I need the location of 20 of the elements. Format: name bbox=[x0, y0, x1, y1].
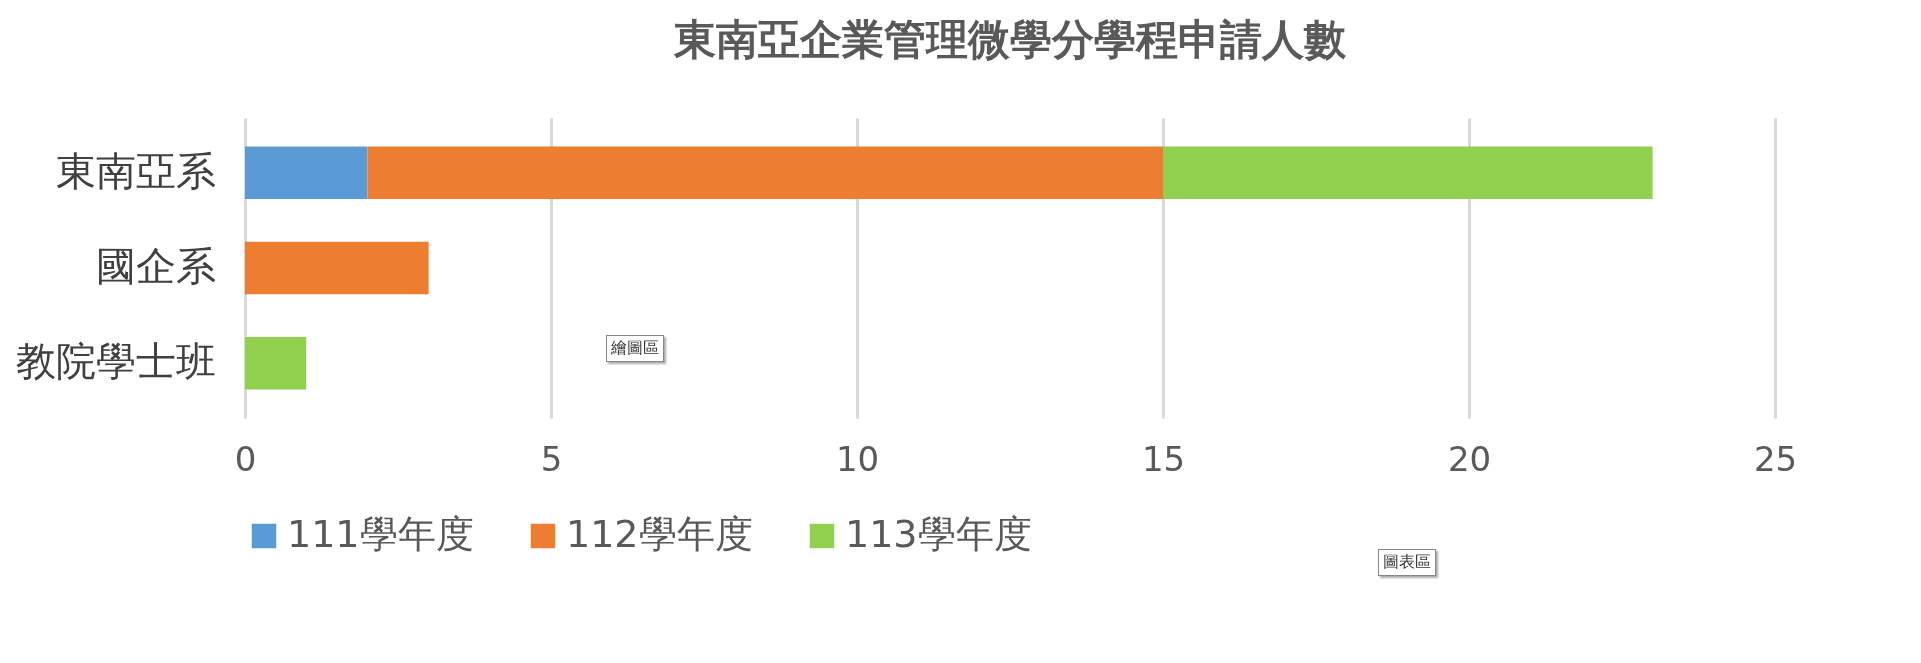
y-tick-label: 東南亞系 bbox=[55, 148, 216, 194]
x-tick-label: 25 bbox=[1753, 438, 1798, 479]
annotation: 繪圖區 bbox=[606, 335, 664, 362]
bar bbox=[245, 241, 429, 295]
x-tick-label: 10 bbox=[835, 438, 880, 479]
bar bbox=[245, 146, 368, 199]
bar bbox=[245, 337, 307, 390]
legend-label: 111學年度 bbox=[287, 512, 474, 556]
y-tick-label: 國企系 bbox=[95, 244, 216, 289]
y-tick-label: 教院學士班 bbox=[15, 339, 216, 385]
chart-title: 東南亞企業管理微學分學程申請人數 bbox=[673, 15, 1347, 64]
bar bbox=[1163, 146, 1653, 199]
legend-label: 112學年度 bbox=[566, 512, 753, 556]
legend-label: 113學年度 bbox=[845, 512, 1032, 556]
bar bbox=[367, 146, 1163, 199]
x-tick-label: 20 bbox=[1447, 438, 1492, 479]
x-tick-label: 5 bbox=[540, 438, 563, 479]
x-tick-label: 0 bbox=[234, 438, 257, 479]
x-tick-label: 15 bbox=[1141, 438, 1186, 479]
text: 圖表區 bbox=[1378, 549, 1436, 576]
